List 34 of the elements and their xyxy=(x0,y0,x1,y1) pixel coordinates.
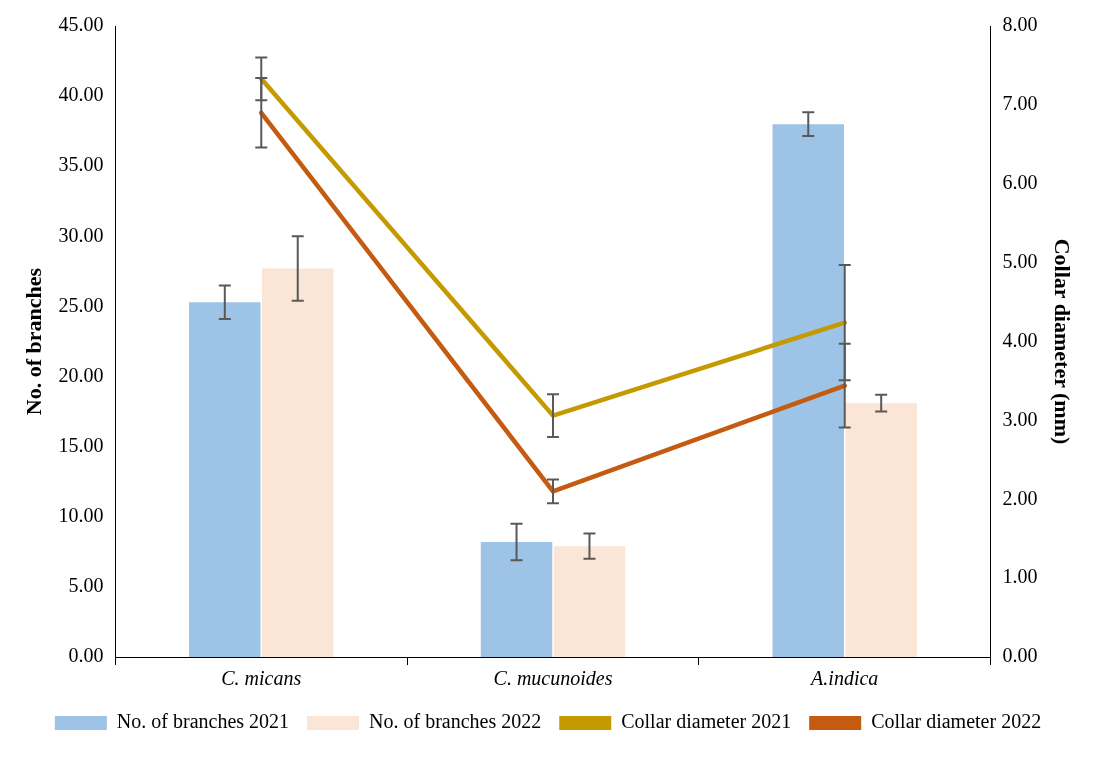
y2-tick-label: 8.00 xyxy=(1002,13,1038,36)
y-tick-label: 35.00 xyxy=(58,153,104,176)
y-axis-title: No. of branches xyxy=(20,267,46,416)
bar xyxy=(772,124,844,657)
y2-axis-title: Collar diameter (mm) xyxy=(1050,238,1076,445)
legend-label: No. of branches 2022 xyxy=(369,710,542,733)
y-tick-label: 10.00 xyxy=(58,504,104,527)
y-tick-label: 30.00 xyxy=(58,223,104,246)
bar xyxy=(189,302,261,657)
bar xyxy=(553,546,626,657)
y2-tick-label: 5.00 xyxy=(1002,249,1038,272)
x-tick-label: A.indica xyxy=(809,667,879,690)
y2-tick-label: 6.00 xyxy=(1002,171,1038,193)
bar xyxy=(262,268,334,657)
y2-tick-label: 4.00 xyxy=(1002,328,1038,351)
y-tick-label: 20.00 xyxy=(58,363,104,386)
legend-label: Collar diameter 2022 xyxy=(871,710,1042,733)
bar xyxy=(480,542,553,657)
y2-tick-label: 2.00 xyxy=(1002,486,1038,509)
bar xyxy=(845,403,917,657)
legend-label: Collar diameter 2021 xyxy=(621,710,792,733)
y-tick-label: 25.00 xyxy=(58,293,104,316)
y2-tick-label: 7.00 xyxy=(1002,92,1038,115)
y2-tick-label: 0.00 xyxy=(1002,644,1038,667)
y2-tick-label: 1.00 xyxy=(1002,565,1038,588)
y-tick-label: 45.00 xyxy=(58,13,104,36)
y2-tick-label: 3.00 xyxy=(1002,407,1038,430)
y-tick-label: 5.00 xyxy=(68,574,104,597)
x-tick-label: C. mucunoides xyxy=(493,667,613,690)
x-tick-label: C. micans xyxy=(221,667,302,690)
y-tick-label: 15.00 xyxy=(58,433,104,456)
y-tick-label: 40.00 xyxy=(58,83,104,106)
legend-label: No. of branches 2021 xyxy=(116,710,290,733)
y-tick-label: 0.00 xyxy=(68,644,104,667)
